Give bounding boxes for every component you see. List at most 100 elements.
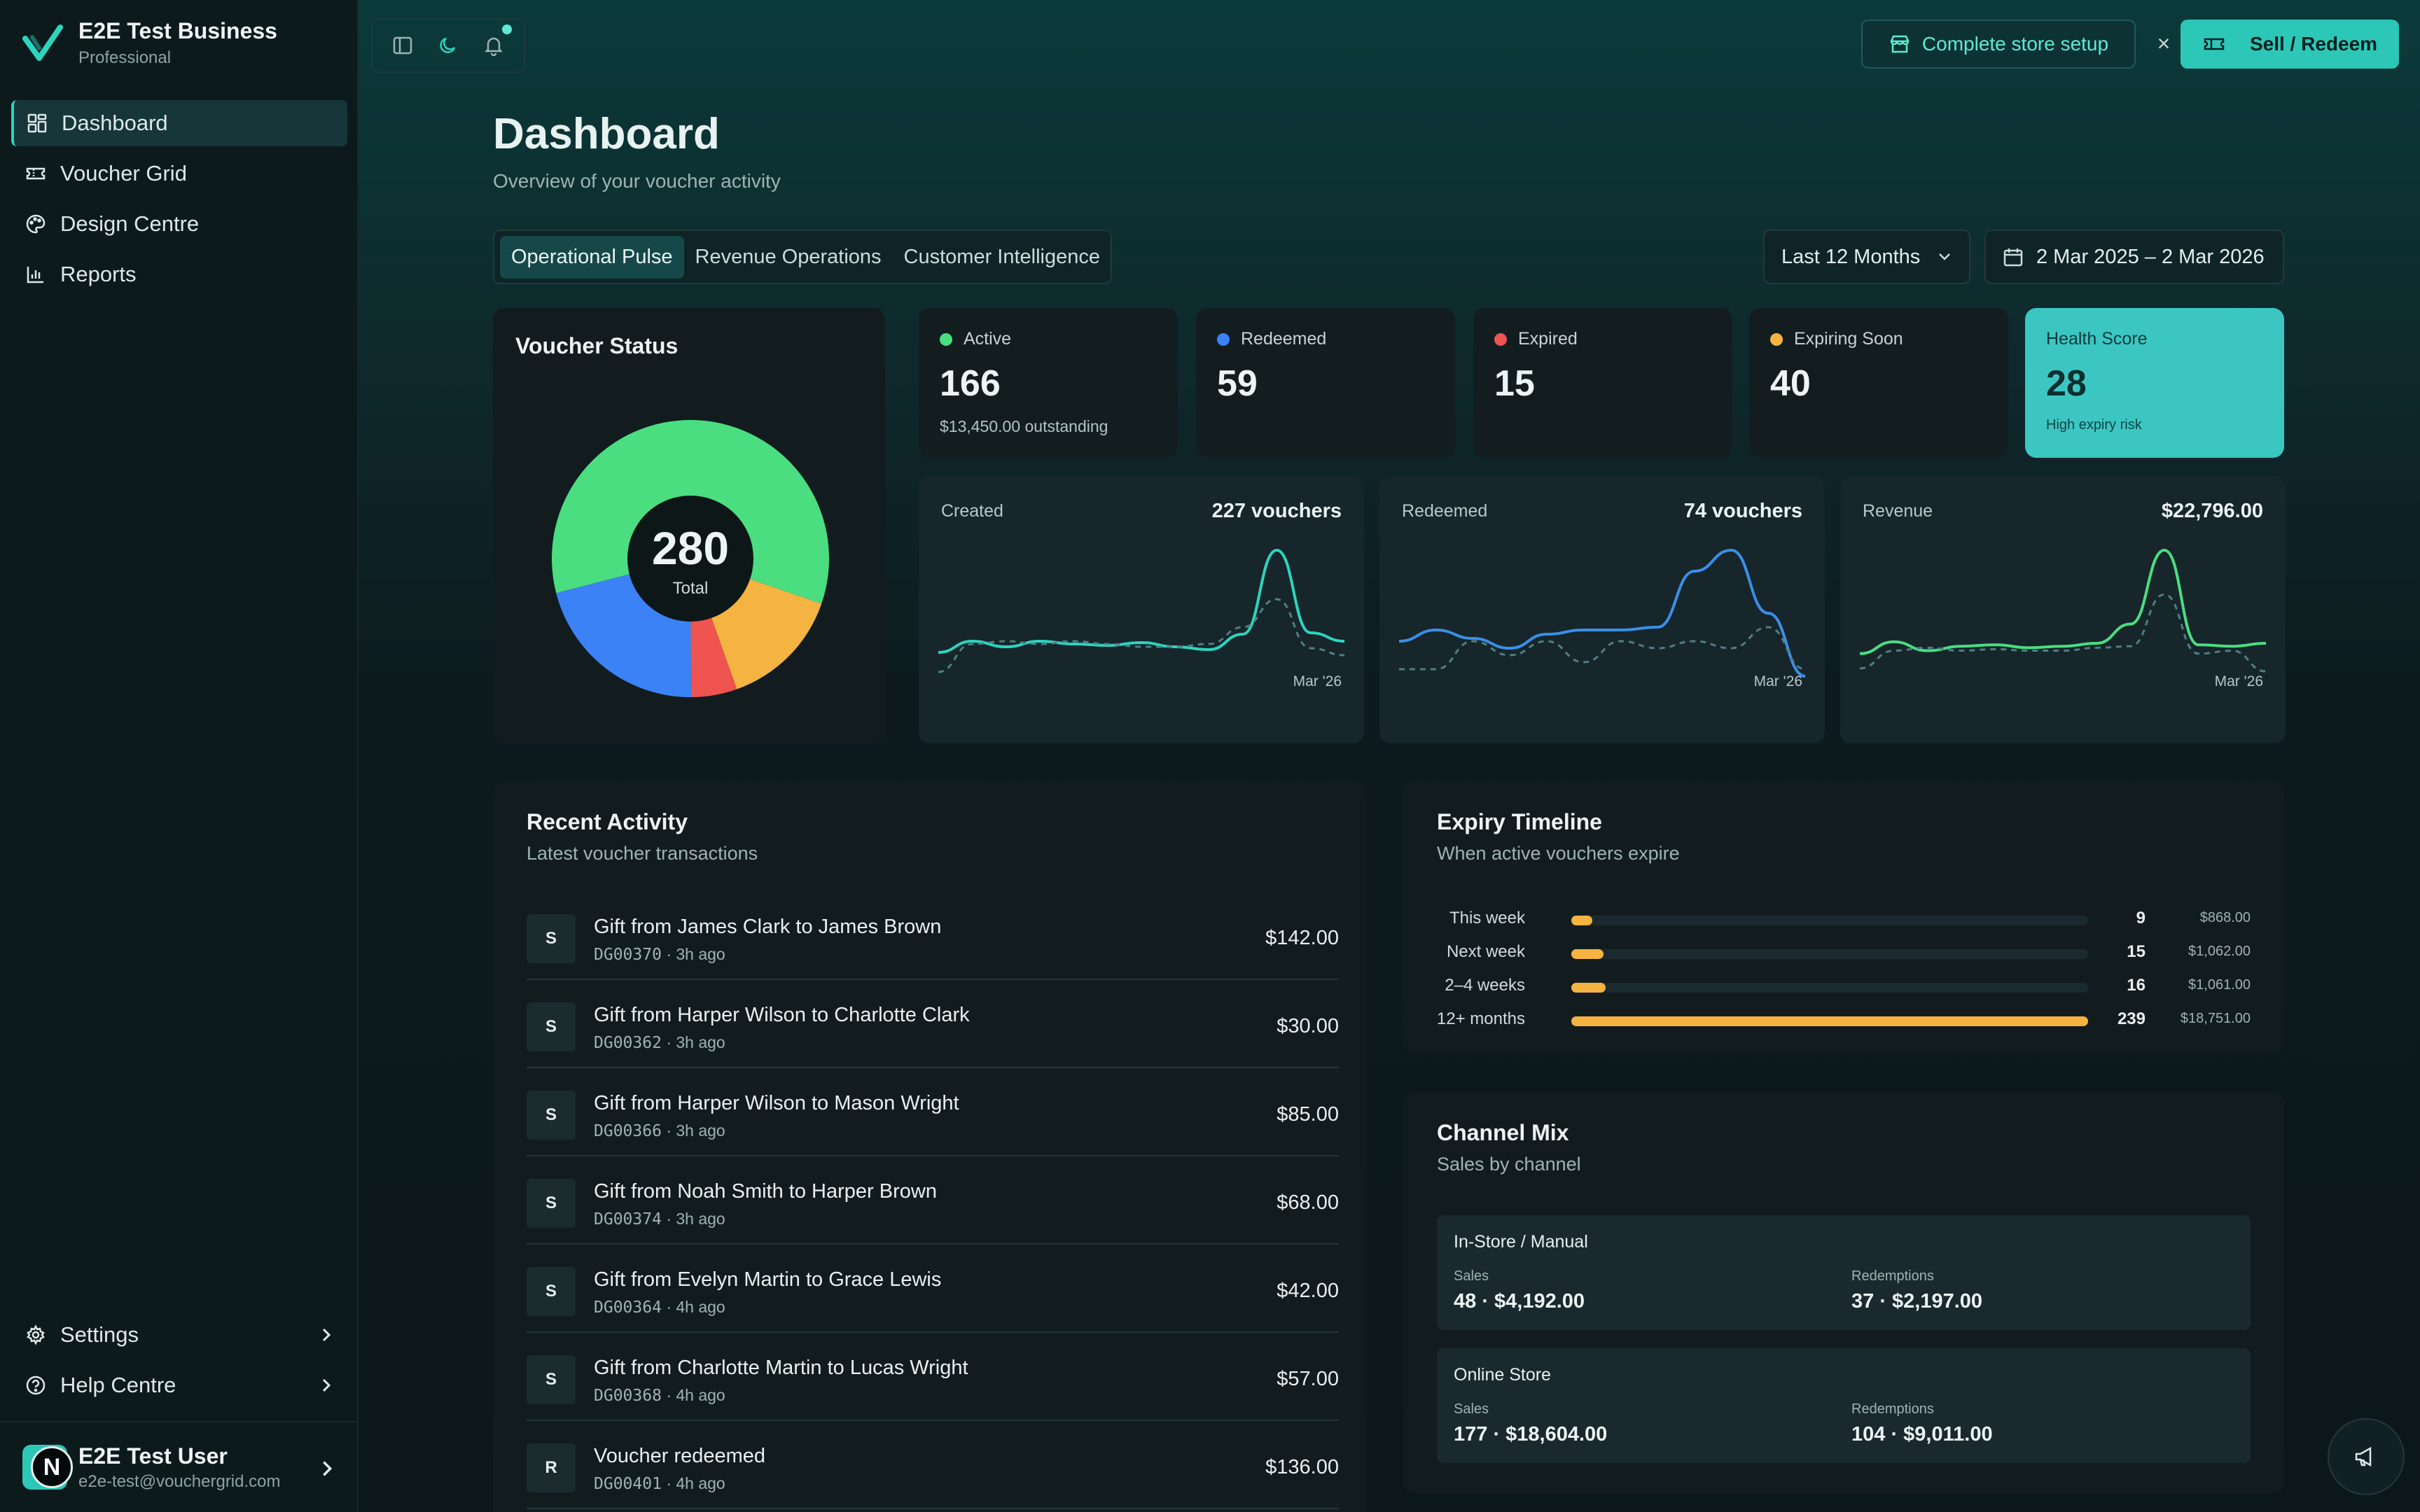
- moon-icon: [440, 37, 456, 53]
- activity-time: · 3h ago: [666, 945, 725, 963]
- date-range-picker[interactable]: 2 Mar 2025 – 2 Mar 2026: [1984, 230, 2284, 284]
- activity-time: · 4h ago: [666, 1298, 725, 1316]
- top-controls: [371, 18, 525, 73]
- sparkline-previous: [1860, 593, 2266, 673]
- expiry-timeline-card: Expiry Timeline When active vouchers exp…: [1403, 781, 2284, 1054]
- expiry-bar-fill: [1571, 1016, 2088, 1026]
- list-item[interactable]: S Gift from Charlotte Martin to Lucas Wr…: [527, 1333, 1339, 1421]
- complete-store-setup-label: Complete store setup: [1921, 33, 2109, 55]
- brand[interactable]: E2E Test Business Professional: [22, 18, 277, 68]
- spark-card-redeemed[interactable]: Redeemed 74 vouchers Mar '26: [1379, 476, 1825, 743]
- sidebar-item-settings[interactable]: Settings: [11, 1312, 347, 1358]
- sidebar-item-design-centre[interactable]: Design Centre: [11, 201, 347, 247]
- range-select[interactable]: Last 12 Months: [1763, 230, 1970, 284]
- expiry-rows: This week 9 $868.00 Next week 15 $1,062.…: [1437, 903, 2251, 1037]
- stat-card-expiring-soon[interactable]: Expiring Soon 40: [1749, 308, 2008, 458]
- complete-store-setup-button[interactable]: Complete store setup: [1861, 20, 2136, 69]
- tab-customer-intelligence[interactable]: Customer Intelligence: [903, 245, 1101, 268]
- channel-row-in-store: In-Store / Manual Sales 48 · $4,192.00 R…: [1437, 1215, 2251, 1330]
- user-menu[interactable]: N E2E Test User e2e-test@vouchergrid.com: [0, 1421, 359, 1512]
- voucher-status-card: Voucher Status 280 Total: [493, 308, 885, 743]
- list-item[interactable]: S Gift from Noah Smith to Harper Brown D…: [527, 1156, 1339, 1245]
- spark-card-revenue[interactable]: Revenue $22,796.00 Mar '26: [1840, 476, 2286, 743]
- status-dot: [1217, 332, 1230, 346]
- spark-card-created[interactable]: Created 227 vouchers Mar '26: [919, 476, 1364, 743]
- activity-title: Gift from Harper Wilson to Charlotte Cla…: [594, 1004, 970, 1026]
- tab-revenue-operations[interactable]: Revenue Operations: [695, 245, 882, 268]
- feedback-button[interactable]: [2328, 1418, 2405, 1495]
- bell-icon: [485, 37, 503, 56]
- sidebar-item-help-centre[interactable]: Help Centre: [11, 1362, 347, 1408]
- grid-icon: [27, 113, 47, 133]
- voucher-code: DG00362: [594, 1034, 662, 1052]
- sidebar-item-reports[interactable]: Reports: [11, 251, 347, 298]
- sidebar-item-dashboard[interactable]: Dashboard: [11, 100, 347, 146]
- expiry-bar-fill: [1571, 949, 1604, 959]
- expiry-label: This week: [1449, 909, 1525, 927]
- stat-value: 59: [1217, 363, 1258, 404]
- sell-redeem-button[interactable]: Sell / Redeem: [2181, 20, 2399, 69]
- tab-operational-pulse[interactable]: Operational Pulse: [500, 235, 684, 279]
- channel-redemptions-value: 37 · $2,197.00: [1851, 1290, 1983, 1312]
- activity-type-badge: S: [527, 1179, 576, 1228]
- list-item[interactable]: R Voucher redeemed DG00401 · 4h ago $136…: [527, 1421, 1339, 1509]
- activity-title: Gift from James Clark to James Brown: [594, 916, 942, 938]
- page-subtitle: Overview of your voucher activity: [493, 170, 781, 192]
- voucher-code: DG00370: [594, 946, 662, 964]
- sidebar-item-voucher-grid[interactable]: Voucher Grid: [11, 150, 347, 197]
- channel-redemptions-label: Redemptions: [1851, 1268, 1934, 1284]
- bar-chart-icon: [27, 267, 43, 284]
- activity-type-badge: S: [527, 914, 576, 963]
- activity-time: · 3h ago: [666, 1210, 725, 1228]
- activity-meta: DG00401 · 4h ago: [594, 1474, 725, 1493]
- stat-card-active[interactable]: Active 166 $13,450.00 outstanding: [919, 308, 1178, 458]
- voucher-code: DG00374: [594, 1210, 662, 1228]
- notifications-button[interactable]: [480, 22, 515, 59]
- stat-label: Health Score: [2046, 329, 2148, 349]
- expiry-amount: $18,751.00: [2180, 1011, 2251, 1026]
- expiry-row: 2–4 weeks 16 $1,061.00: [1437, 970, 2251, 1004]
- theme-toggle-button[interactable]: [434, 31, 462, 59]
- channel-name: In-Store / Manual: [1454, 1232, 1588, 1252]
- channel-sales-value: 48 · $4,192.00: [1454, 1290, 1585, 1312]
- stat-label-row: Expired: [1494, 329, 1578, 349]
- channel-sales: Sales 48 · $4,192.00: [1454, 1268, 1585, 1313]
- stat-card-redeemed[interactable]: Redeemed 59: [1196, 308, 1455, 458]
- brand-name: E2E Test Business: [78, 18, 277, 43]
- spark-label: Redeemed: [1402, 501, 1488, 521]
- user-email: e2e-test@vouchergrid.com: [78, 1471, 281, 1491]
- activity-title: Gift from Noah Smith to Harper Brown: [594, 1180, 937, 1203]
- activity-time: · 3h ago: [666, 1033, 725, 1051]
- stat-sub: $13,450.00 outstanding: [940, 417, 1108, 435]
- stat-card-health-score[interactable]: Health Score 28 High expiry risk: [2025, 308, 2284, 458]
- list-item[interactable]: S Gift from Evelyn Martin to Grace Lewis…: [527, 1245, 1339, 1333]
- expiry-count: 16: [2127, 976, 2146, 995]
- spark-x-label: Mar '26: [2214, 673, 2263, 690]
- chevron-right-icon: [322, 1378, 331, 1392]
- toggle-sidebar-button[interactable]: [389, 31, 417, 59]
- expiry-row: 12+ months 239 $18,751.00: [1437, 1004, 2251, 1037]
- spark-x-label: Mar '26: [1753, 673, 1802, 690]
- activity-type-badge: S: [527, 1355, 576, 1404]
- stat-label-row: Active: [940, 329, 1011, 349]
- user-name: E2E Test User: [78, 1443, 228, 1469]
- stat-card-expired[interactable]: Expired 15: [1473, 308, 1732, 458]
- stat-value: 15: [1494, 363, 1535, 404]
- activity-type-badge: S: [527, 1091, 576, 1140]
- expiry-label: Next week: [1446, 942, 1525, 961]
- activity-meta: DG00366 · 3h ago: [594, 1121, 725, 1140]
- voucher-code: DG00366: [594, 1122, 662, 1140]
- sell-redeem-label: Sell / Redeem: [2249, 33, 2378, 55]
- close-setup-button[interactable]: ×: [2157, 30, 2171, 56]
- list-item[interactable]: S Gift from James Clark to James Brown D…: [527, 892, 1339, 980]
- recent-activity-title: Recent Activity: [527, 809, 688, 834]
- avatar-initial: N: [31, 1446, 73, 1488]
- expiry-label: 2–4 weeks: [1445, 976, 1525, 995]
- list-item[interactable]: S Gift from Harper Wilson to Charlotte C…: [527, 980, 1339, 1068]
- expiry-bar-track: [1571, 916, 2088, 925]
- list-item[interactable]: S Gift from Harper Wilson to Mason Wrigh…: [527, 1068, 1339, 1156]
- store-icon: [1890, 35, 1910, 53]
- avatar: N: [22, 1445, 73, 1490]
- brand-plan: Professional: [78, 48, 172, 67]
- donut-hole: [627, 496, 753, 622]
